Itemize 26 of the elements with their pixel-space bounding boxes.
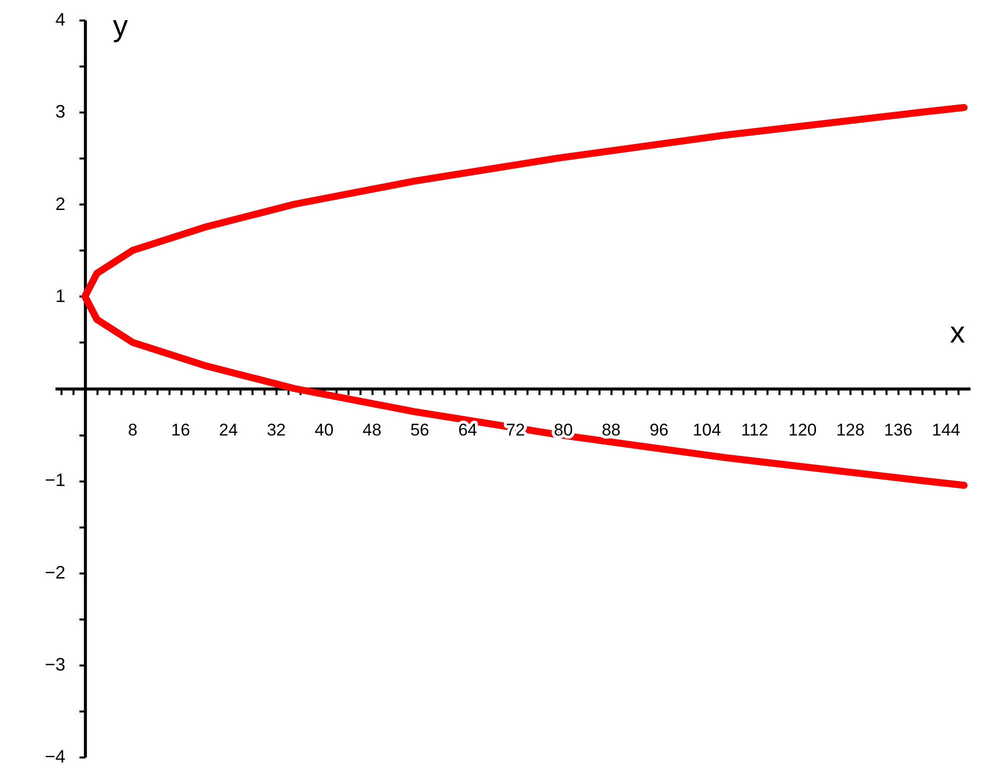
y-tick-label: 1 — [55, 286, 66, 306]
x-axis-title: x — [950, 316, 965, 350]
y-tick-label: 2 — [55, 194, 66, 214]
x-tick-label: 128 — [836, 420, 865, 440]
y-tick-label: −2 — [44, 562, 66, 582]
x-tick-label: 96 — [650, 420, 668, 440]
x-tick-label: 16 — [171, 420, 190, 440]
y-tick-label: −3 — [44, 654, 66, 674]
y-axis-title: y — [112, 10, 128, 43]
x-tick-label: 104 — [692, 420, 722, 440]
y-tick-label: 3 — [55, 102, 66, 122]
x-tick-label: 56 — [410, 420, 430, 440]
x-tick-label: 64 — [458, 420, 478, 440]
x-tick-label: 48 — [362, 420, 382, 440]
y-tick-label: 4 — [55, 10, 66, 30]
x-tick-label: 144 — [932, 420, 960, 440]
x-tick-label: 24 — [218, 420, 238, 440]
x-tick-label: 88 — [602, 420, 621, 440]
y-tick-label: −4 — [44, 746, 66, 766]
y-tick-label: −1 — [44, 470, 66, 490]
x-tick-label: 8 — [128, 420, 138, 440]
x-tick-label: 136 — [884, 420, 912, 440]
x-tick-label: 32 — [266, 420, 286, 440]
x-tick-label: 120 — [788, 420, 817, 440]
x-tick-label: 40 — [314, 420, 334, 440]
x-tick-label: 112 — [741, 420, 768, 440]
